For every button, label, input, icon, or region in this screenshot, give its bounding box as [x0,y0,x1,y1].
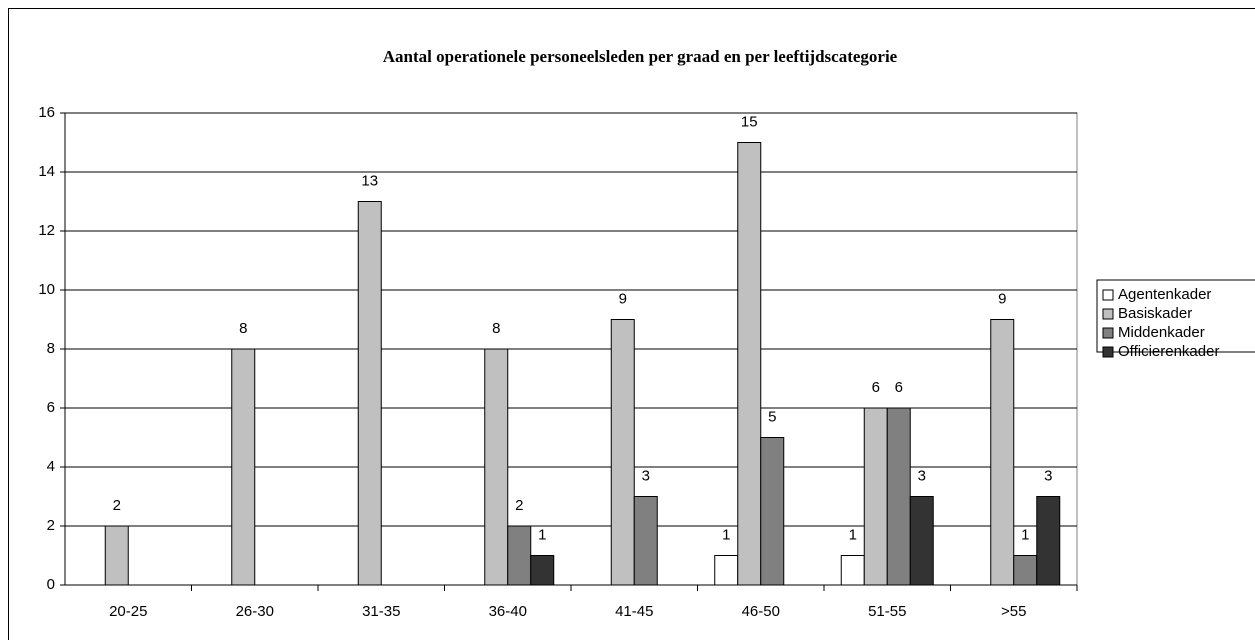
data-label: 9 [998,290,1006,307]
data-label: 5 [768,408,776,425]
legend-swatch [1102,289,1114,301]
data-label: 1 [538,526,546,543]
data-label: 3 [642,467,650,484]
bar [530,555,555,586]
bar [840,555,865,586]
x-tick-label: 20-25 [109,603,147,620]
legend-swatch [1102,346,1114,358]
data-label: 8 [492,320,500,337]
legend [1096,279,1255,353]
bar [886,407,911,586]
x-tick-label: 41-45 [615,603,653,620]
bar [507,525,532,586]
y-tick-label: 14 [38,163,55,180]
bar [1013,555,1038,586]
data-label: 15 [741,113,758,130]
bar [1036,496,1061,586]
bar [633,496,658,586]
y-tick-label: 10 [38,281,55,298]
legend-swatch [1102,308,1114,320]
bar [863,407,888,586]
legend-swatch [1102,327,1114,339]
y-tick-label: 4 [47,458,55,475]
legend-label: Middenkader [1118,324,1205,341]
legend-label: Basiskader [1118,305,1192,322]
y-tick-label: 8 [47,340,55,357]
bar [104,525,129,586]
data-label: 3 [918,467,926,484]
data-label: 6 [895,379,903,396]
x-tick-label: 26-30 [236,603,274,620]
bar [357,201,382,586]
data-label: 1 [1021,526,1029,543]
x-tick-label: 36-40 [489,603,527,620]
bar [909,496,934,586]
data-label: 9 [619,290,627,307]
data-label: 6 [872,379,880,396]
data-label: 3 [1044,467,1052,484]
x-tick-label: 46-50 [742,603,780,620]
y-tick-label: 0 [47,576,55,593]
bar [737,142,762,586]
bar [714,555,739,586]
bar [231,348,256,586]
x-tick-label: 31-35 [362,603,400,620]
data-label: 2 [515,497,523,514]
bar [610,319,635,586]
bar [760,437,785,586]
x-tick-label: >55 [1001,603,1026,620]
data-label: 1 [849,526,857,543]
data-label: 8 [239,320,247,337]
bar [990,319,1015,586]
x-tick-label: 51-55 [868,603,906,620]
data-label: 1 [722,526,730,543]
data-label: 13 [361,172,378,189]
legend-label: Officierenkader [1118,343,1219,360]
legend-label: Agentenkader [1118,286,1211,303]
bar [484,348,509,586]
data-label: 2 [113,497,121,514]
chart-title: Aantal operationele personeelsleden per … [383,47,898,66]
y-tick-label: 16 [38,104,55,121]
y-tick-label: 12 [38,222,55,239]
y-tick-label: 2 [47,517,55,534]
y-tick-label: 6 [47,399,55,416]
